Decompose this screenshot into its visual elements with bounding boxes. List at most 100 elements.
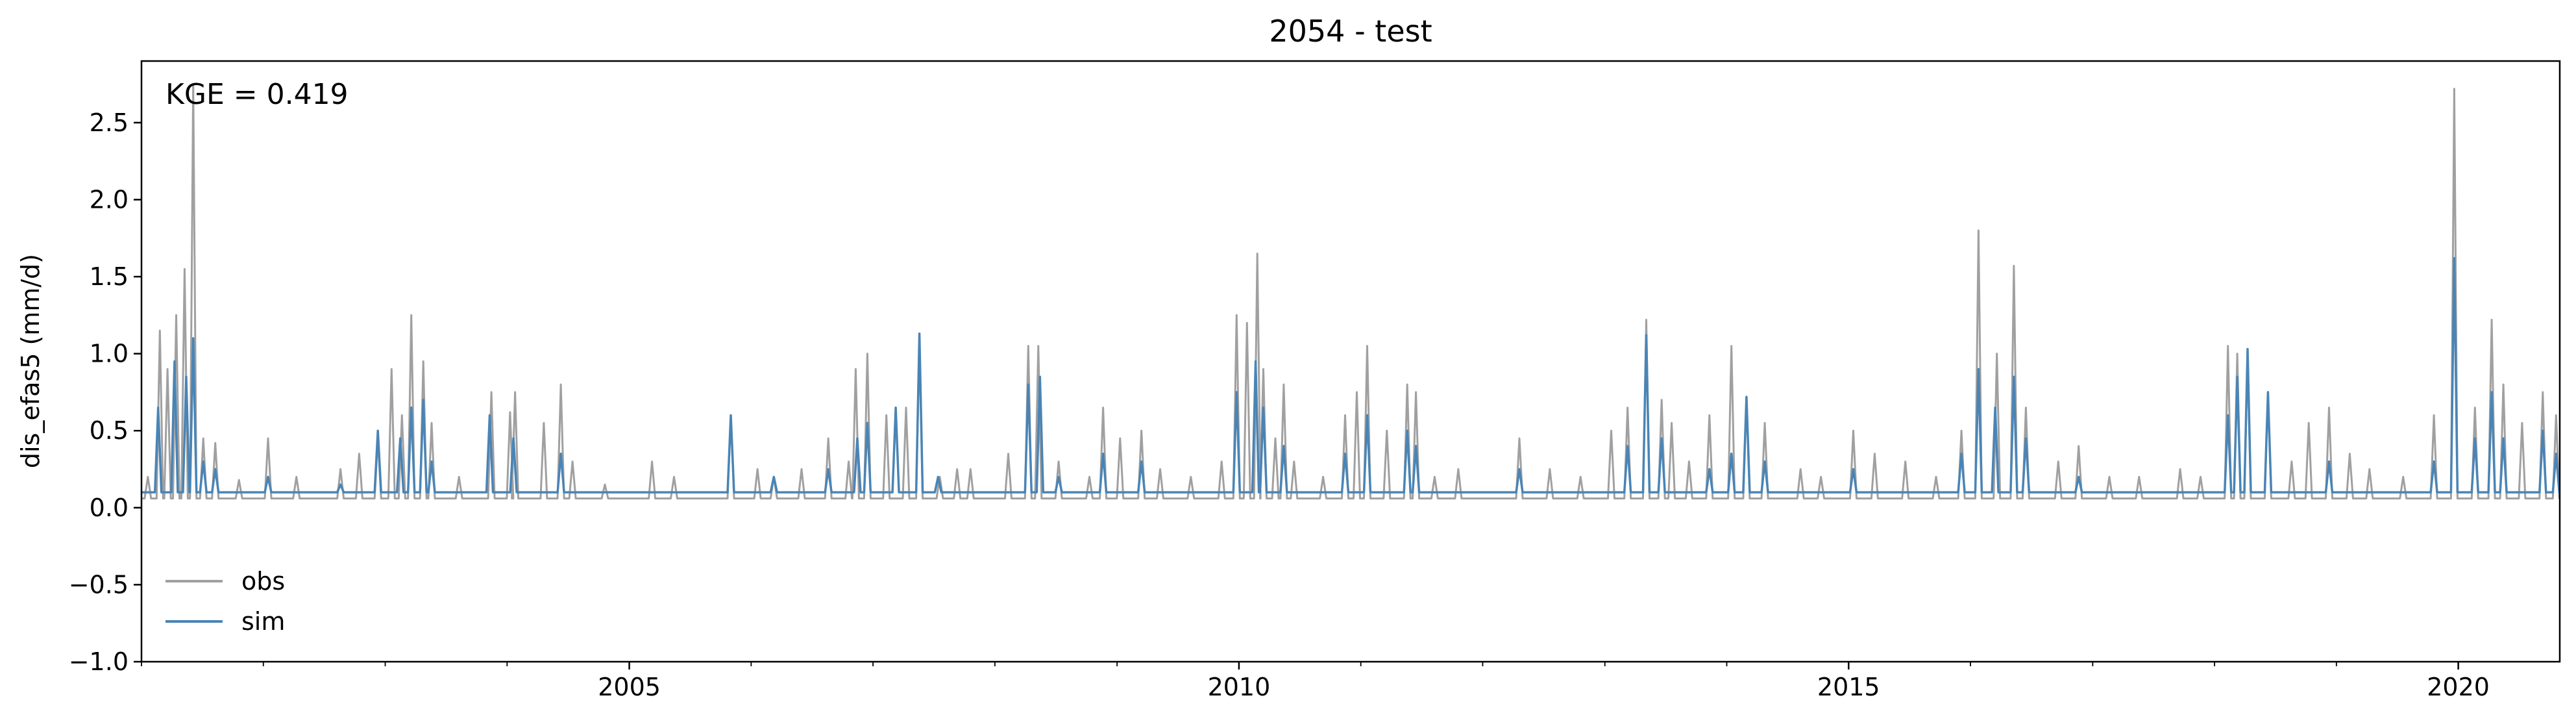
data-point-obs [956, 468, 958, 470]
data-point-obs [391, 368, 393, 370]
data-point-sim [157, 407, 159, 408]
data-point-obs [2349, 453, 2351, 455]
plot-frame [140, 60, 2561, 663]
data-point-obs [238, 479, 240, 481]
data-point-obs [651, 460, 653, 462]
data-point-obs [2474, 407, 2476, 408]
data-point-sim [2542, 430, 2544, 432]
data-point-obs [295, 476, 297, 478]
data-point-obs [1027, 345, 1029, 347]
data-point-obs [1610, 430, 1612, 432]
data-point-sim [1745, 395, 1748, 398]
kge-annotation: KGE = 0.419 [166, 78, 349, 111]
data-point-sim [2502, 437, 2505, 440]
data-point-obs [458, 476, 460, 478]
data-point-sim [1236, 391, 1238, 394]
data-point-sim [192, 337, 194, 340]
data-point-obs [1708, 414, 1710, 416]
data-point-sim [827, 468, 829, 470]
data-point-sim [377, 430, 379, 432]
data-point-obs [1257, 253, 1258, 255]
y-axis: −1.0 −0.5 0.0 0.5 1.0 1.5 2.0 2.5 [69, 108, 141, 676]
data-point-obs [543, 422, 545, 424]
data-point-obs [1763, 422, 1766, 424]
data-point-obs [1996, 353, 1998, 355]
data-point-obs [214, 442, 216, 444]
data-point-obs [192, 83, 194, 85]
y-tick-label: 2.5 [90, 108, 129, 137]
legend-label-obs: obs [241, 567, 285, 595]
data-point-obs [1274, 437, 1277, 440]
data-point-obs [1344, 414, 1346, 416]
data-point-obs [866, 353, 868, 355]
data-point-obs [2453, 88, 2455, 90]
data-point-obs [1852, 430, 1854, 432]
data-point-obs [159, 329, 161, 332]
x-tick-label: 2005 [598, 673, 661, 701]
data-point-obs [2236, 353, 2239, 355]
data-point-obs [175, 314, 177, 316]
data-point-obs [848, 460, 850, 462]
data-point-obs [2542, 391, 2544, 394]
data-point-obs [1140, 430, 1142, 432]
data-point-obs [2307, 422, 2310, 424]
x-tick-label: 2010 [1208, 673, 1271, 701]
data-point-obs [885, 414, 887, 416]
data-point-obs [2057, 460, 2059, 462]
data-point-obs [2521, 422, 2523, 424]
data-point-obs [1322, 476, 1324, 478]
data-point-sim [1057, 476, 1060, 478]
data-point-sim [1027, 383, 1029, 386]
data-point-sim [422, 399, 424, 401]
data-point-obs [1119, 437, 1121, 440]
series-line-obs [141, 83, 2560, 500]
data-point-obs [1037, 345, 1039, 347]
data-point-sim [1730, 453, 1732, 455]
data-point-sim [2328, 460, 2330, 462]
data-point-sim [937, 476, 939, 478]
data-point-sim [399, 437, 401, 440]
data-point-obs [1549, 468, 1551, 470]
x-axis: 2005 2010 2015 2020 [141, 662, 2490, 701]
data-point-sim [430, 460, 433, 462]
data-point-obs [358, 453, 360, 455]
data-point-sim [2490, 391, 2493, 394]
data-point-obs [2108, 476, 2111, 478]
data-point-obs [2078, 445, 2079, 447]
data-point-obs [1057, 460, 1060, 462]
data-point-sim [1102, 453, 1104, 455]
data-point-sim [1255, 360, 1257, 362]
data-point-sim [2267, 391, 2269, 394]
data-point-obs [2025, 407, 2027, 408]
plot-area [141, 83, 2561, 500]
data-point-sim [1708, 468, 1710, 470]
data-point-obs [938, 476, 941, 478]
data-point-obs [401, 414, 403, 416]
series-line-sim [141, 257, 2561, 494]
data-point-sim [1262, 407, 1264, 408]
data-point-obs [2555, 414, 2557, 416]
data-point-obs [855, 368, 857, 370]
data-point-obs [1799, 468, 1802, 470]
data-point-obs [1356, 391, 1358, 394]
data-point-obs [827, 437, 829, 440]
data-point-obs [2200, 476, 2202, 478]
data-point-obs [1190, 476, 1192, 478]
data-point-sim [410, 407, 412, 408]
data-point-sim [773, 476, 775, 478]
data-point-obs [1366, 345, 1368, 347]
data-point-obs [2402, 476, 2404, 478]
y-tick-label: 0.5 [90, 416, 129, 445]
series-obs [141, 83, 2560, 500]
data-point-sim [1039, 376, 1041, 378]
data-point-sim [173, 360, 176, 362]
data-point-obs [1088, 476, 1090, 478]
data-point-sim [1852, 468, 1854, 470]
data-point-obs [2502, 383, 2505, 386]
data-point-obs [2013, 265, 2015, 267]
data-point-sim [730, 414, 732, 416]
data-point-obs [905, 407, 907, 408]
data-point-obs [267, 437, 269, 440]
data-point-obs [202, 437, 204, 440]
